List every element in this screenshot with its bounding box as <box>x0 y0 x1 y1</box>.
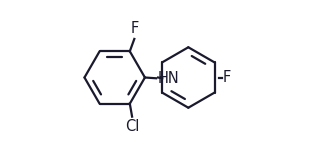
Text: Cl: Cl <box>125 120 139 134</box>
Text: F: F <box>223 70 231 85</box>
Text: HN: HN <box>157 71 179 86</box>
Text: F: F <box>130 21 139 36</box>
